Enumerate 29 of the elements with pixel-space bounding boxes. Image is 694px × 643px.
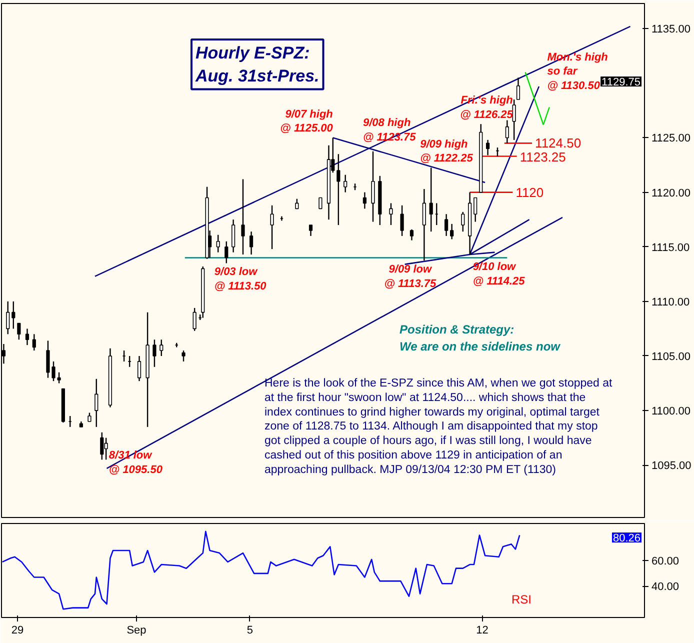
annotation: 1123.25 bbox=[520, 149, 566, 164]
x-tick-label: 29 bbox=[11, 624, 24, 636]
y-tick-label: 1135.00 bbox=[652, 24, 690, 36]
annotation: 1120 bbox=[516, 184, 544, 200]
annotation: 9/09 low @ 1113.75 bbox=[384, 264, 438, 290]
annotation: 9/10 low @ 1114.25 bbox=[472, 261, 526, 288]
x-tick-label: 5 bbox=[246, 624, 253, 636]
y-tick-label: 1105.00 bbox=[652, 350, 690, 363]
annotation: 9/09 high @ 1122.25 bbox=[420, 138, 474, 165]
x-tick-label: Sep bbox=[126, 624, 146, 636]
y-tick-label: 1125.00 bbox=[652, 132, 690, 145]
y-tick-label: 40.00 bbox=[652, 581, 680, 594]
y-tick-label: 1115.00 bbox=[652, 242, 690, 254]
text: Hourly E-SPZ: Aug. 31st-Pres. bbox=[194, 44, 320, 86]
x-tick-label: 12 bbox=[476, 624, 488, 636]
y-tick-label: 1120.00 bbox=[652, 187, 690, 200]
annotation: Here is the look of the E-SPZ since this AM, when we got stopped at at the first hour "swoon low" at 1124.50.... which shows that the index continues to grind higher towards my original, optimal target zone of 1128.75 to 1134. Although I am disappointed that my stop got clipped a couple of hours ago, if I was still long, I would have cashed out of this position above 1129 in anticipation of an approaching pullback. MJP 09/13/04 12:30 PM ET (1130) bbox=[264, 378, 614, 476]
y-tick-label: 60.00 bbox=[652, 556, 680, 568]
annotation: 80.26 bbox=[612, 532, 641, 544]
annotation: 9/07 high @ 1125.00 bbox=[280, 108, 334, 135]
annotation: 8/31 low @ 1095.50 bbox=[108, 450, 164, 476]
annotation: Position & Strategy: We are on the sidelines now bbox=[400, 322, 561, 354]
annotation: RSI bbox=[512, 592, 532, 606]
y-tick-label: 1100.00 bbox=[652, 406, 690, 418]
annotation: 9/03 low @ 1113.50 bbox=[214, 266, 268, 293]
annotation: 1129.75 bbox=[602, 76, 641, 88]
y-tick-label: 1095.00 bbox=[652, 460, 692, 472]
y-tick-label: 1110.00 bbox=[652, 296, 690, 308]
annotation: 1124.50 bbox=[535, 136, 582, 151]
